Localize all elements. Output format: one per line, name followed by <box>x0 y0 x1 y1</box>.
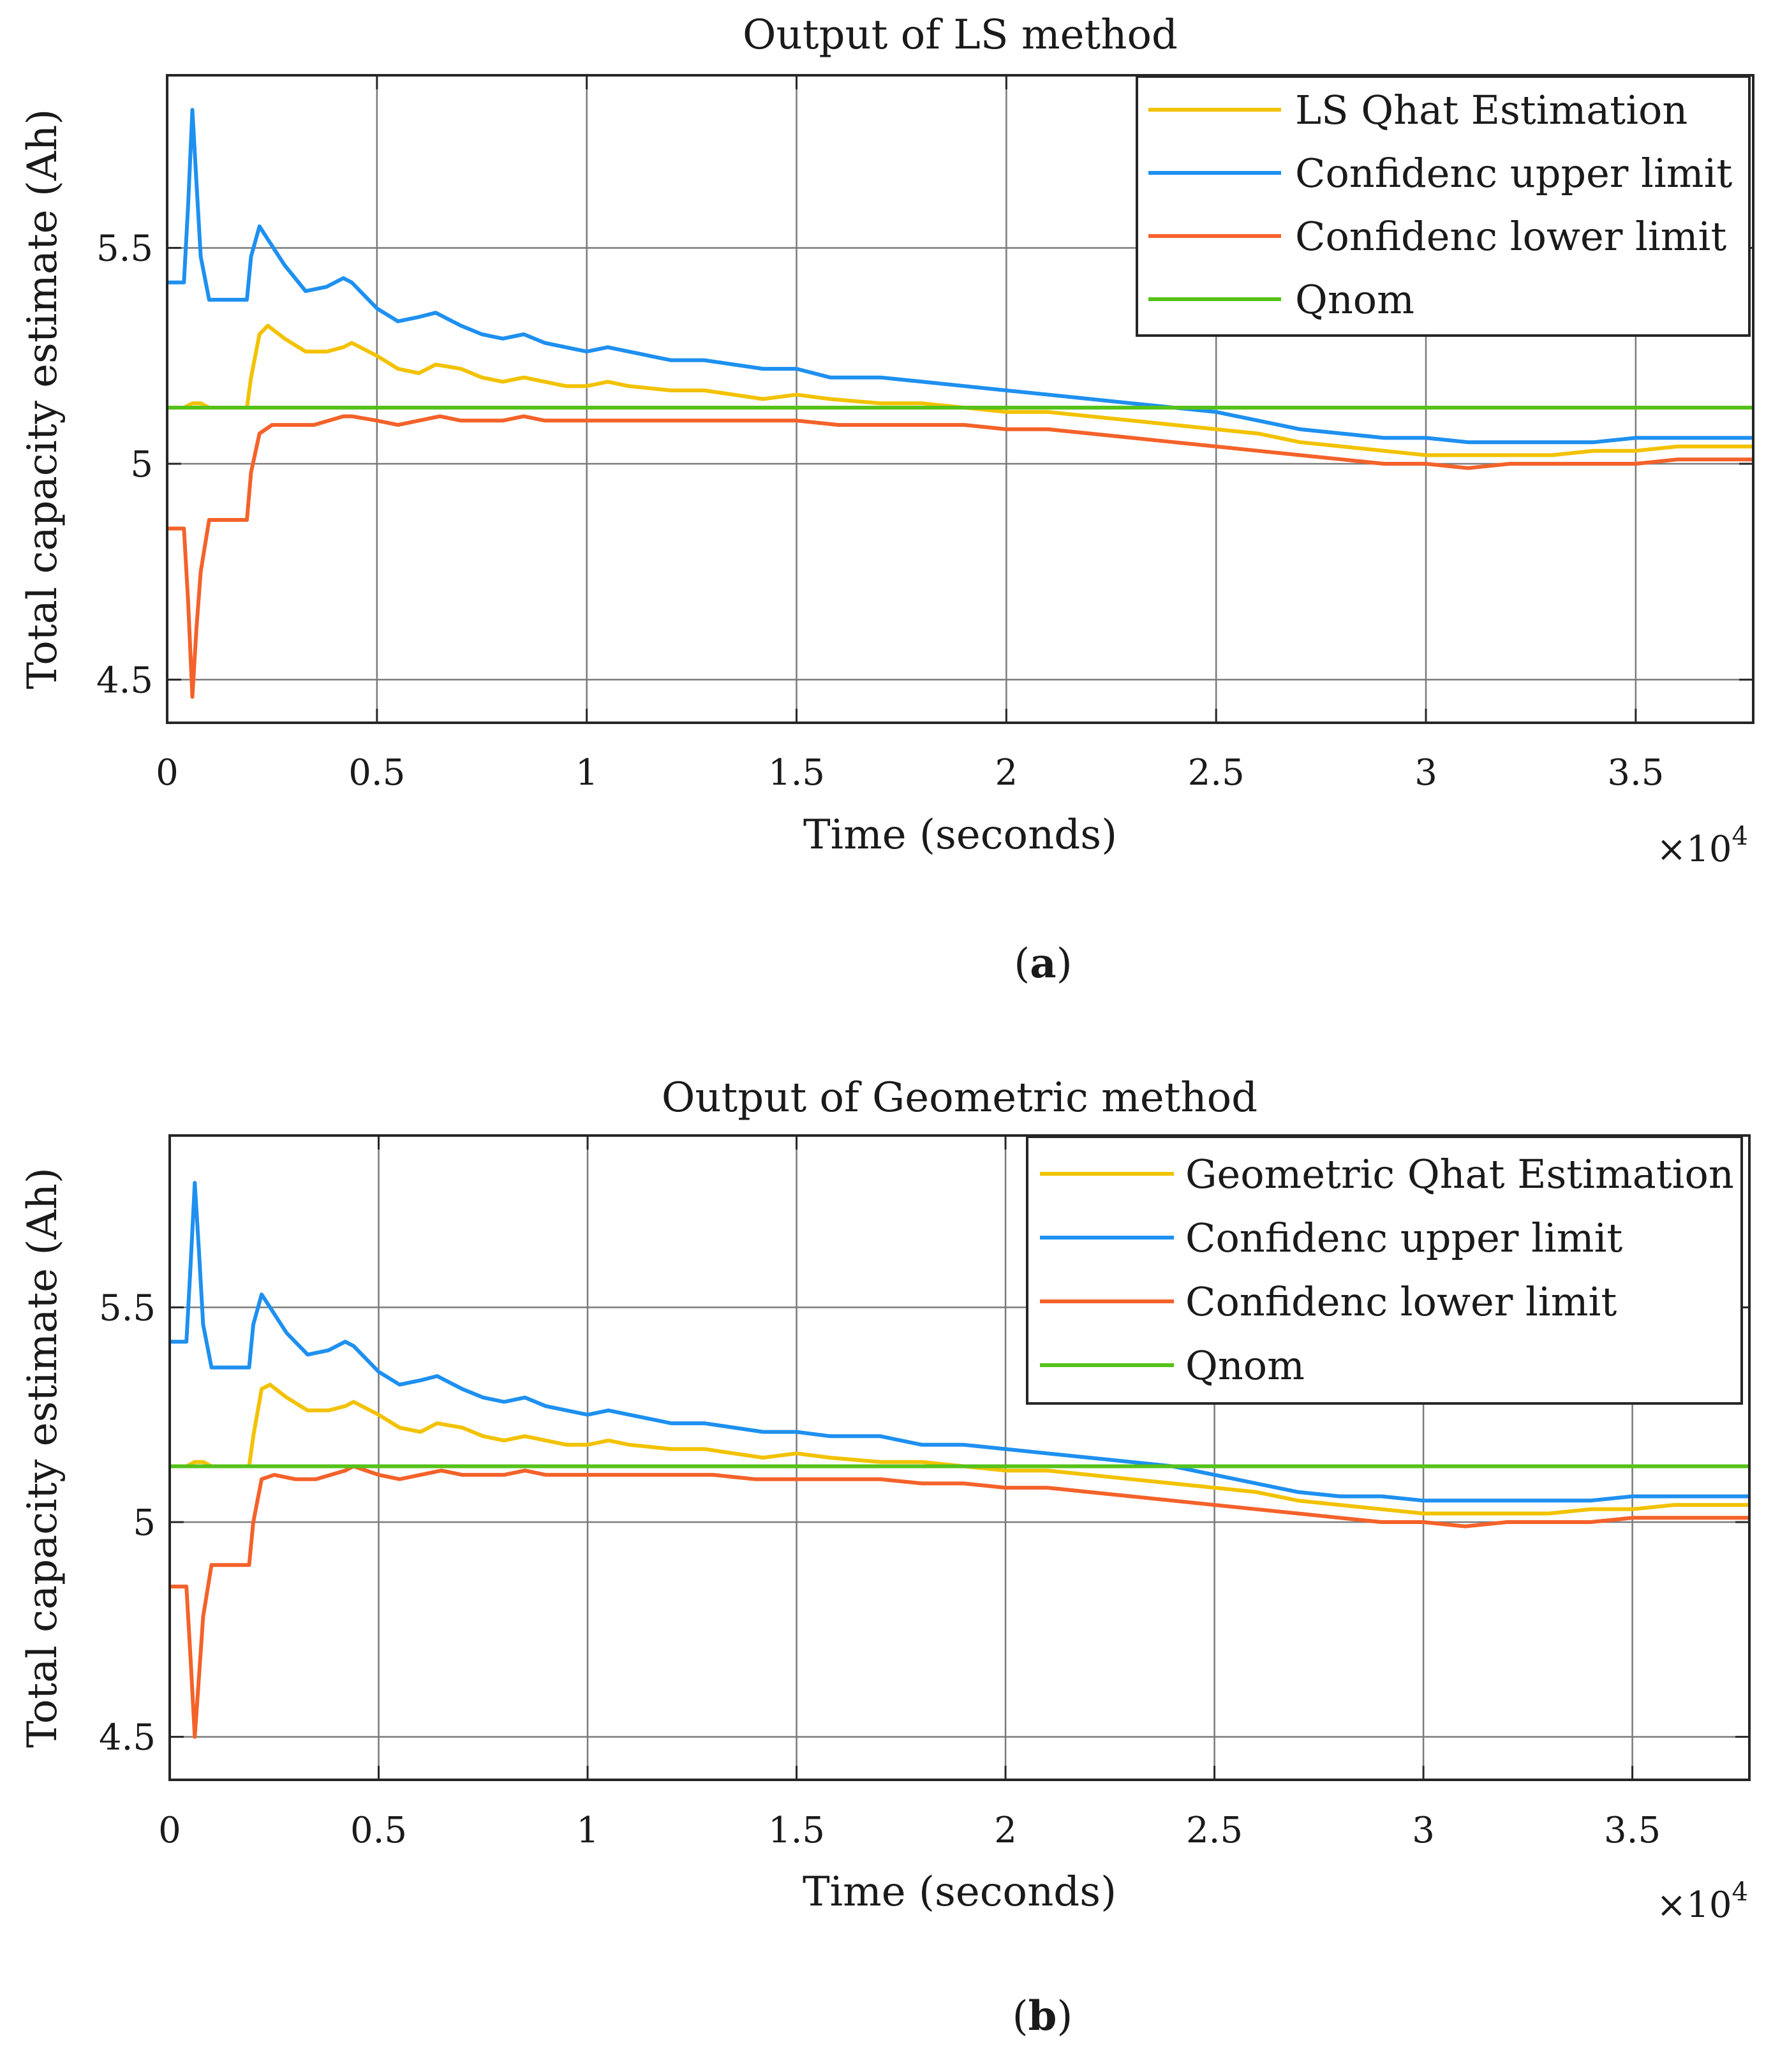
caption-open: ( <box>1014 940 1030 988</box>
legend-entry-label: Qnom <box>1185 1342 1305 1389</box>
x-tick-label: 0 <box>156 752 179 794</box>
caption-letter: a <box>1030 940 1056 988</box>
x-axis-label: Time (seconds) <box>803 811 1117 859</box>
x-tick-label: 1 <box>575 752 598 794</box>
x-tick-label: 0.5 <box>348 752 405 794</box>
legend-entry-label: Geometric Qhat Estimation <box>1185 1151 1734 1197</box>
y-tick-label: 4.5 <box>96 660 153 701</box>
x-axis-multiplier: ×104 <box>1656 1877 1748 1926</box>
x-tick-label: 0 <box>158 1810 181 1851</box>
y-tick-label: 5.5 <box>99 1287 156 1329</box>
legend-entry-label: Confidenc lower limit <box>1185 1278 1617 1325</box>
plot-frame <box>166 74 1754 724</box>
legend: Geometric Qhat Estimation Confidenc upper… <box>1026 1136 1743 1405</box>
chart-panel-0: 0 0.5 1 1.5 2 2.5 3 3.5 4.5 5 5.5 Output of LS meth… <box>19 11 1754 988</box>
chart-panel-1: 0 0.5 1 1.5 2 2.5 3 3.5 4.5 5 5.5 Output of Geometr… <box>19 1074 1751 2040</box>
x-tick-label: 3.5 <box>1604 1810 1661 1851</box>
x-axis-multiplier-base: ×10 <box>1656 829 1732 870</box>
caption-close: ) <box>1057 940 1072 988</box>
chart-title: Output of LS method <box>743 11 1178 59</box>
x-axis-multiplier-exponent: 4 <box>1732 1877 1748 1907</box>
legend-entry-label: Qnom <box>1295 276 1414 323</box>
x-tick-label: 1.5 <box>768 752 825 794</box>
x-tick-label: 3 <box>1412 1810 1435 1851</box>
y-tick-label: 5 <box>133 1502 156 1544</box>
x-tick-label: 1.5 <box>768 1810 825 1851</box>
x-tick-label: 2.5 <box>1186 1810 1243 1851</box>
figure-caption: (b) <box>1012 1992 1073 2040</box>
x-tick-label: 2 <box>994 1810 1017 1851</box>
series-line-ls-qhat-estimation <box>167 323 1753 457</box>
series-line-confidenc-upper-limit <box>170 1181 1749 1503</box>
y-tick-label: 4.5 <box>99 1717 156 1759</box>
x-tick-label: 0.5 <box>350 1810 407 1851</box>
x-axis-multiplier-base: ×10 <box>1656 1884 1732 1926</box>
caption-open: ( <box>1012 1993 1028 2040</box>
x-tick-label: 3 <box>1414 752 1437 794</box>
legend: LS Qhat Estimation Confidenc upper limit C… <box>1136 75 1751 337</box>
y-tick-label: 5.5 <box>96 228 153 270</box>
x-tick-label: 2 <box>995 752 1018 794</box>
x-axis-label: Time (seconds) <box>803 1869 1116 1916</box>
caption-close: ) <box>1057 1993 1072 2040</box>
y-tick-label: 5 <box>130 444 153 485</box>
series-line-geometric-qhat-estimation <box>170 1382 1749 1516</box>
figure-caption: (a) <box>1014 940 1072 988</box>
series-line-confidenc-lower-limit <box>170 1464 1749 1739</box>
chart-title: Output of Geometric method <box>662 1074 1257 1121</box>
legend-entry-label: Confidenc upper limit <box>1185 1215 1622 1261</box>
caption-letter: b <box>1028 1992 1057 2040</box>
legend-entry-label: Confidenc upper limit <box>1295 150 1732 196</box>
x-tick-label: 2.5 <box>1188 752 1245 794</box>
x-axis-multiplier-exponent: 4 <box>1732 822 1748 851</box>
legend-entry-label: LS Qhat Estimation <box>1295 87 1687 133</box>
y-axis-label: Total capacity estimate (Ah) <box>19 109 66 690</box>
x-axis-multiplier: ×104 <box>1656 822 1748 870</box>
series-line-confidenc-upper-limit <box>167 108 1753 445</box>
plot-frame <box>168 1134 1751 1781</box>
x-tick-label: 3.5 <box>1607 752 1664 794</box>
legend-box <box>1136 75 1751 337</box>
y-axis-label: Total capacity estimate (Ah) <box>19 1167 66 1748</box>
legend-box <box>1026 1136 1743 1405</box>
legend-entry-label: Confidenc lower limit <box>1295 213 1726 260</box>
series-line-confidenc-lower-limit <box>167 414 1753 699</box>
x-tick-label: 1 <box>576 1810 599 1851</box>
